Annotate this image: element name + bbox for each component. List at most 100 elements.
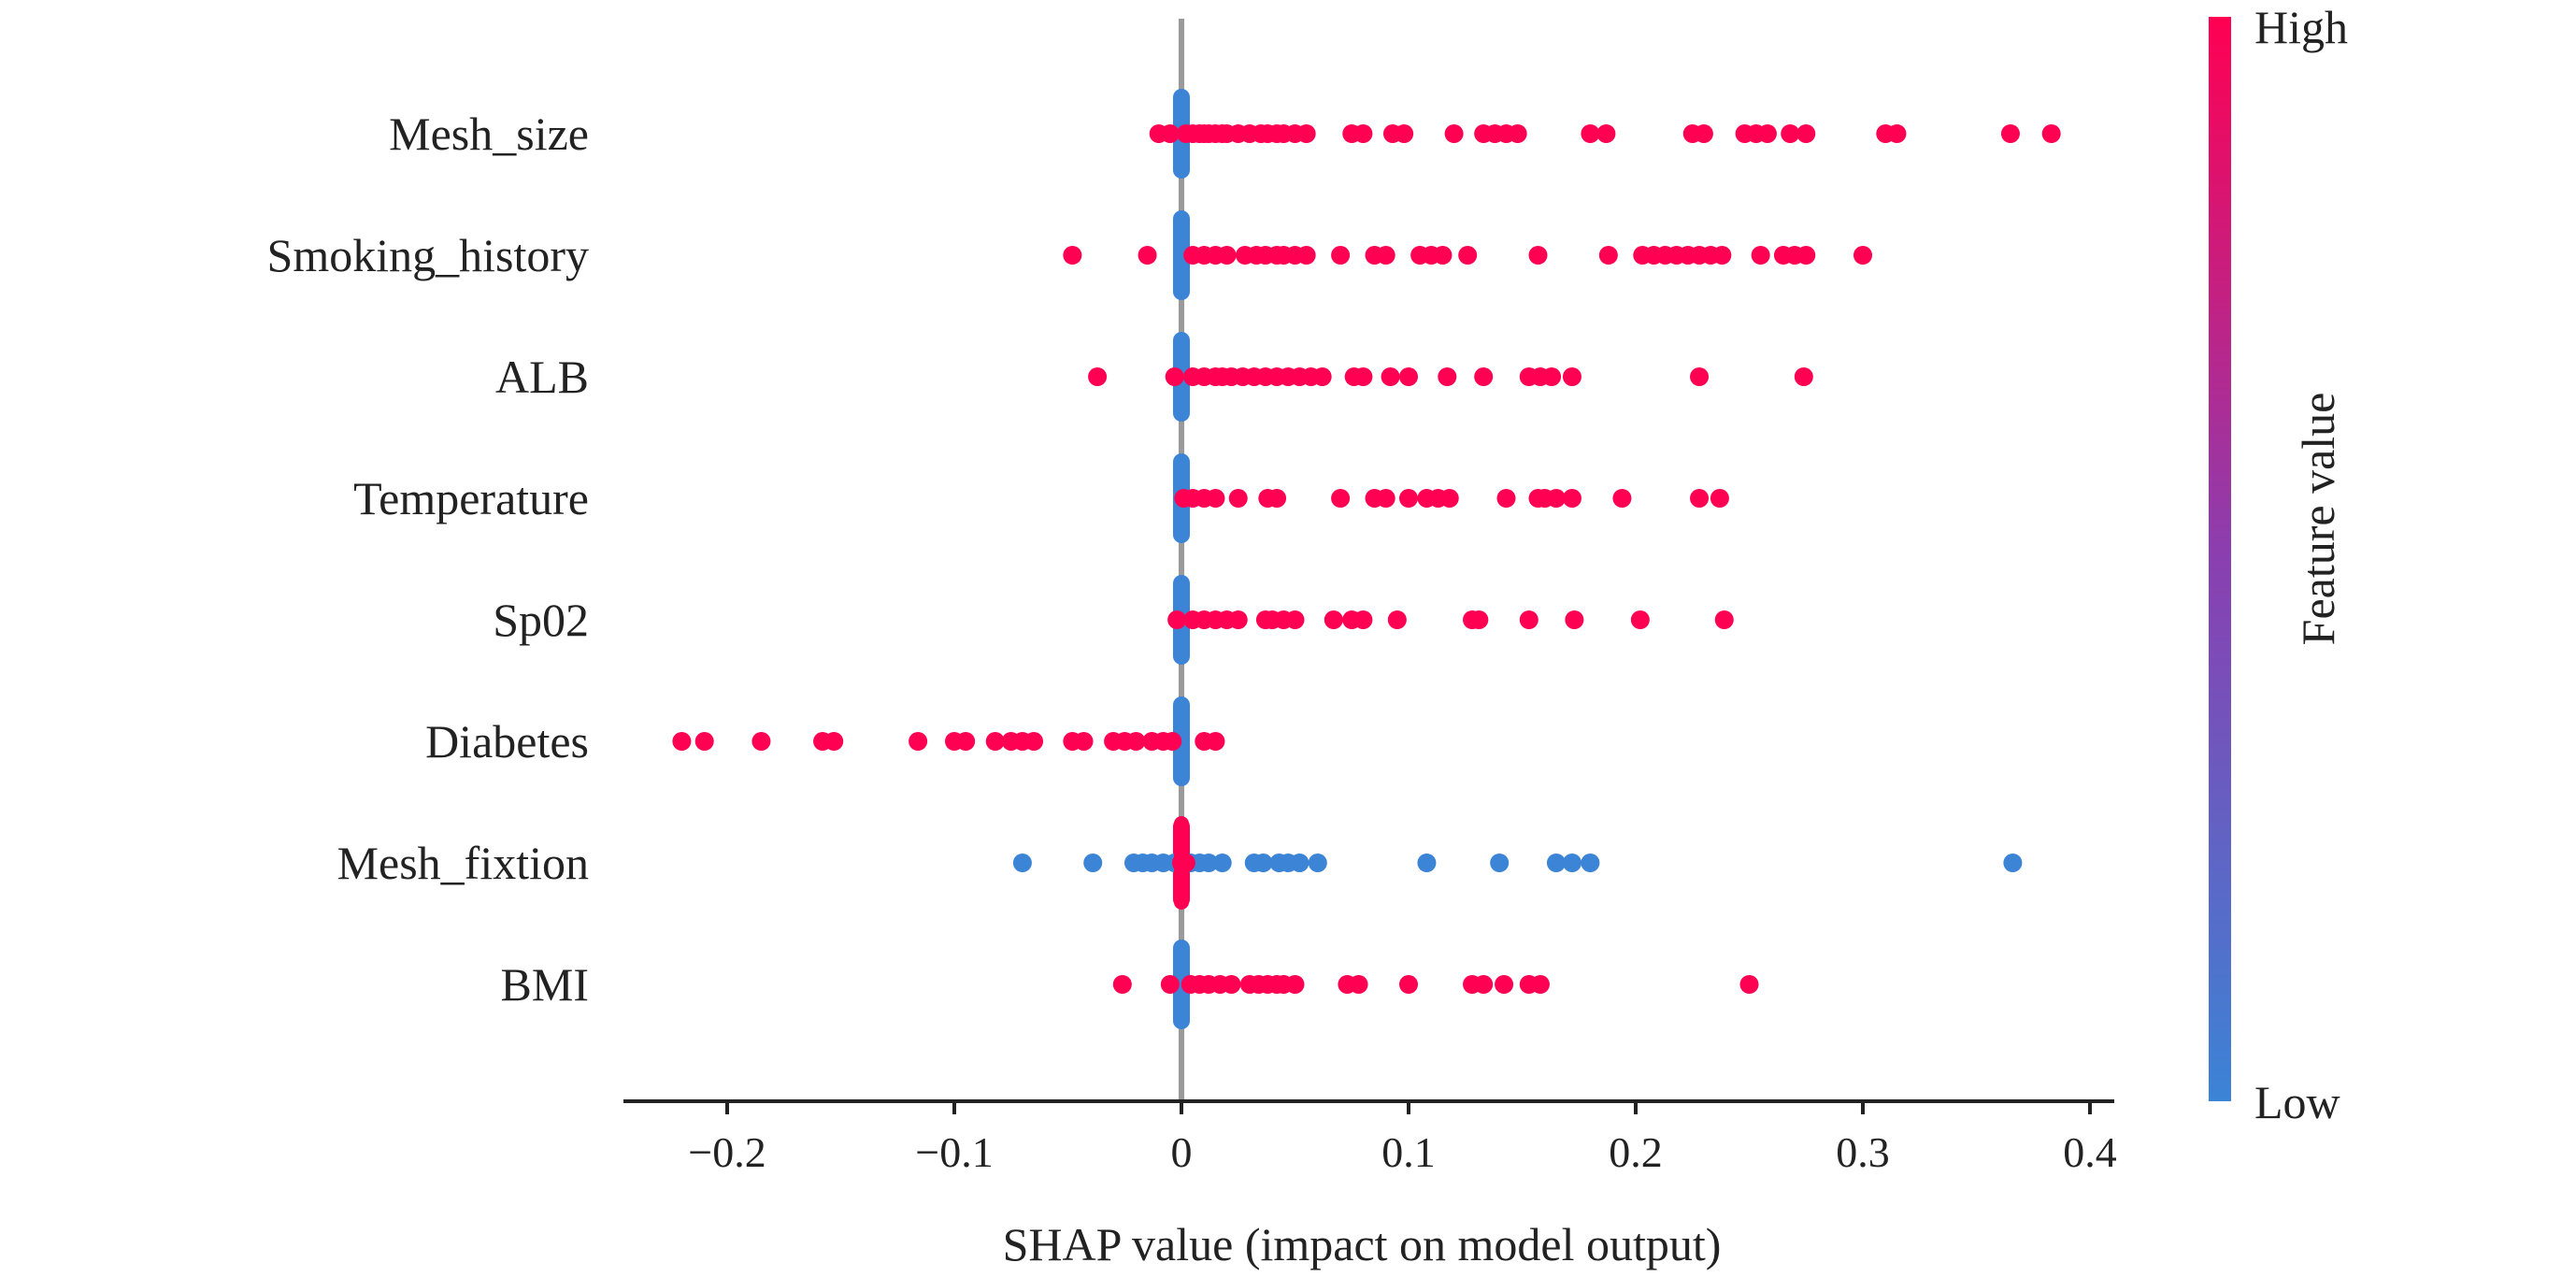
high-value-point — [1163, 732, 1182, 751]
high-value-point — [1296, 246, 1316, 265]
high-value-point — [1438, 367, 1457, 386]
x-tick-label: 0.2 — [1609, 1128, 1663, 1176]
high-value-point — [1160, 975, 1180, 994]
high-value-point — [1285, 610, 1305, 629]
high-value-point — [1112, 975, 1132, 994]
high-value-point — [1739, 975, 1759, 994]
high-value-point — [1458, 246, 1478, 265]
low-value-point — [1212, 854, 1232, 872]
high-value-point — [1508, 124, 1527, 143]
high-value-point — [1598, 246, 1618, 265]
high-value-point — [694, 732, 714, 751]
high-value-point — [1353, 610, 1373, 629]
colorbar-title: Feature value — [2292, 393, 2344, 646]
high-value-point — [824, 732, 844, 751]
high-value-point — [1612, 489, 1632, 508]
high-value-point — [1630, 610, 1650, 629]
high-value-point — [1206, 732, 1225, 751]
low-value-point — [1308, 854, 1327, 872]
high-value-point — [1353, 367, 1373, 386]
x-tick-label: 0.4 — [2063, 1128, 2117, 1176]
high-value-point — [1690, 489, 1710, 508]
high-value-point — [1024, 732, 1044, 751]
high-value-point — [1546, 489, 1566, 508]
feature-label: Mesh_fixtion — [337, 837, 589, 889]
high-value-point — [1353, 124, 1373, 143]
high-value-point — [1324, 610, 1343, 629]
high-value-point — [1562, 367, 1581, 386]
high-value-point — [1712, 246, 1732, 265]
high-value-point — [1063, 246, 1082, 265]
low-value-point — [1417, 854, 1437, 872]
high-value-point — [1167, 610, 1187, 629]
low-value-point — [1490, 854, 1510, 872]
feature-row — [672, 696, 1225, 786]
points-layer — [672, 89, 2061, 1029]
high-value-point — [1217, 246, 1237, 265]
high-value-point — [1495, 975, 1514, 994]
feature-row — [1173, 453, 1729, 543]
zero-cluster-high — [1174, 816, 1189, 910]
low-value-point — [1199, 854, 1219, 872]
high-value-point — [909, 732, 928, 751]
high-value-point — [1331, 246, 1351, 265]
high-value-point — [1474, 975, 1494, 994]
feature-row — [1112, 940, 1759, 1029]
high-value-point — [1853, 246, 1872, 265]
feature-label: ALB — [495, 351, 589, 403]
x-ticks: −0.2 −0.1 0 0.1 0.2 0.3 0.4 — [688, 1101, 2117, 1176]
high-value-point — [1331, 489, 1351, 508]
feature-label: Mesh_size — [389, 108, 589, 160]
x-tick-label: 0.3 — [1836, 1128, 1890, 1176]
x-tick-label: 0.1 — [1381, 1128, 1436, 1176]
zero-cluster — [1173, 210, 1190, 300]
high-value-point — [1469, 610, 1489, 629]
high-value-point — [1285, 975, 1305, 994]
feature-row — [1088, 332, 1813, 422]
high-value-point — [1206, 489, 1225, 508]
feature-row — [1167, 575, 1734, 665]
colorbar-high-label: High — [2254, 1, 2348, 53]
feature-row — [1149, 89, 2061, 179]
low-value-point — [1083, 854, 1103, 872]
high-value-point — [1376, 489, 1395, 508]
low-value-point — [1562, 854, 1581, 872]
high-value-point — [1528, 246, 1548, 265]
feature-label: Smoking_history — [267, 229, 589, 281]
high-value-point — [1433, 246, 1453, 265]
high-value-point — [1228, 610, 1248, 629]
high-value-point — [1781, 124, 1800, 143]
high-value-point — [1562, 489, 1581, 508]
high-value-point — [1519, 610, 1538, 629]
high-value-point — [1399, 975, 1418, 994]
high-value-point — [1530, 975, 1550, 994]
high-value-point — [1581, 124, 1600, 143]
high-value-point — [1349, 975, 1368, 994]
feature-label: BMI — [501, 958, 589, 1011]
high-value-point — [1267, 489, 1287, 508]
high-value-point — [1395, 124, 1414, 143]
high-value-point — [1751, 246, 1770, 265]
high-value-point — [985, 732, 1005, 751]
high-value-point — [1444, 124, 1464, 143]
feature-labels: Mesh_size Smoking_history ALB Temperature Sp… — [267, 108, 589, 1011]
high-value-point — [2000, 124, 2020, 143]
high-value-point — [1710, 489, 1729, 508]
high-value-point — [1694, 124, 1713, 143]
high-value-point — [1138, 246, 1157, 265]
x-tick-label: −0.1 — [915, 1128, 993, 1176]
high-value-point — [1565, 610, 1584, 629]
low-value-point — [1290, 854, 1309, 872]
high-value-point — [1439, 489, 1459, 508]
low-value-point — [1253, 854, 1273, 872]
high-value-point — [956, 732, 976, 751]
high-value-point — [1596, 124, 1616, 143]
high-value-point — [1381, 367, 1400, 386]
high-value-point — [1228, 489, 1248, 508]
colorbar-low-label: Low — [2254, 1076, 2340, 1128]
high-value-point — [1074, 732, 1094, 751]
x-tick-label: 0 — [1171, 1128, 1193, 1176]
high-value-point — [1376, 246, 1395, 265]
x-tick-label: −0.2 — [688, 1128, 766, 1176]
feature-row — [1012, 816, 2023, 910]
